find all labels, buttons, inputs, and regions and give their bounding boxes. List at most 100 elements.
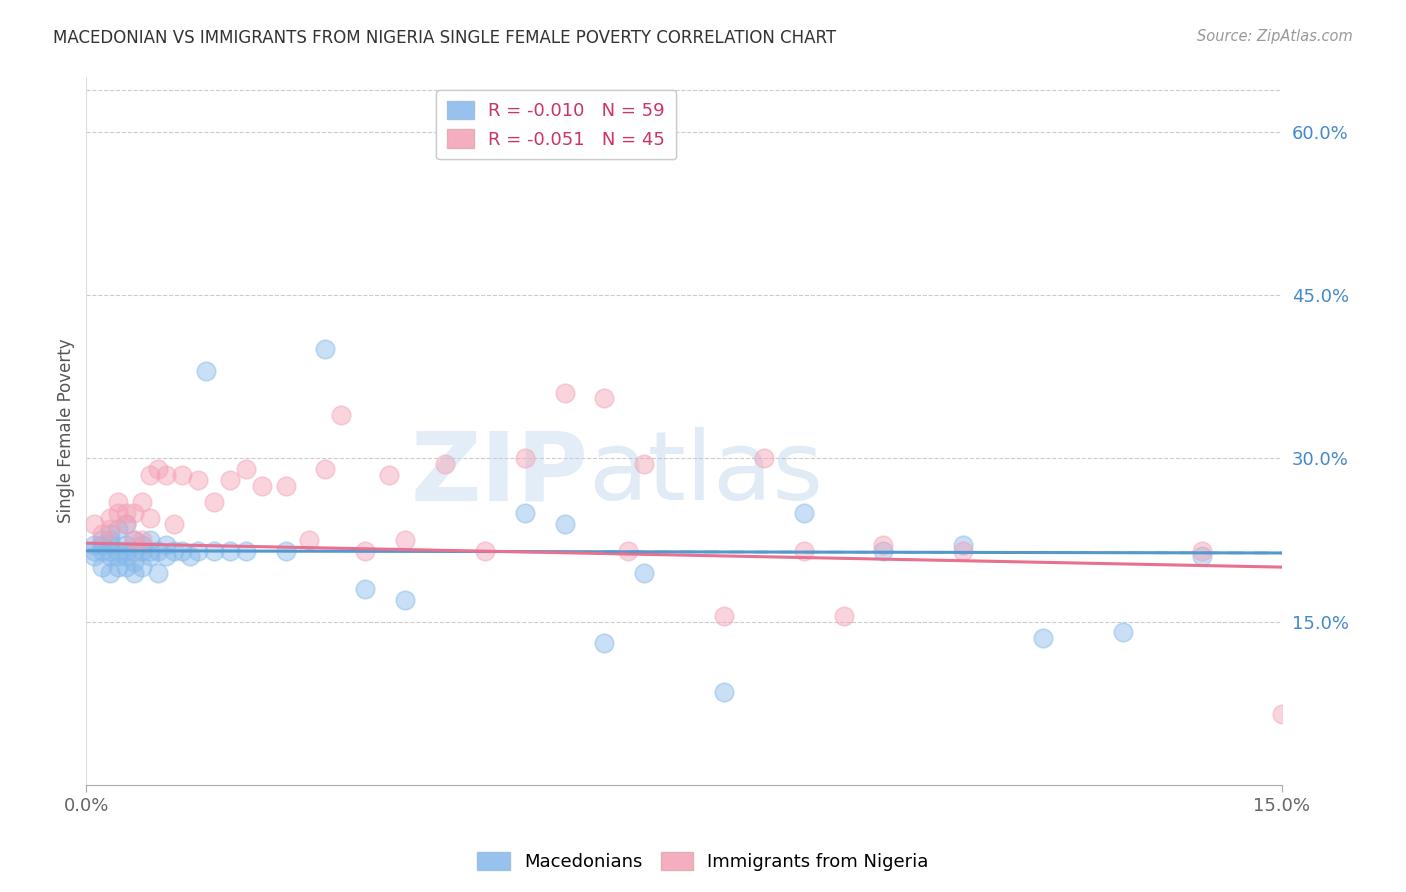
Point <box>187 543 209 558</box>
Point <box>98 522 121 536</box>
Point <box>554 516 576 531</box>
Point <box>218 473 240 487</box>
Point <box>163 543 186 558</box>
Text: ZIP: ZIP <box>411 427 589 520</box>
Point <box>163 516 186 531</box>
Point <box>115 516 138 531</box>
Point <box>513 506 536 520</box>
Text: Source: ZipAtlas.com: Source: ZipAtlas.com <box>1197 29 1353 44</box>
Point <box>131 533 153 547</box>
Point <box>91 533 114 547</box>
Point <box>122 555 145 569</box>
Point <box>98 566 121 580</box>
Point <box>187 473 209 487</box>
Point <box>115 538 138 552</box>
Point <box>122 506 145 520</box>
Point <box>394 592 416 607</box>
Point <box>793 543 815 558</box>
Point <box>115 560 138 574</box>
Point <box>115 549 138 564</box>
Point <box>83 549 105 564</box>
Point <box>91 543 114 558</box>
Y-axis label: Single Female Poverty: Single Female Poverty <box>58 339 75 524</box>
Point <box>83 543 105 558</box>
Point <box>91 538 114 552</box>
Point <box>202 543 225 558</box>
Legend: R = -0.010   N = 59, R = -0.051   N = 45: R = -0.010 N = 59, R = -0.051 N = 45 <box>436 90 676 160</box>
Point <box>354 582 377 596</box>
Point <box>593 636 616 650</box>
Point <box>314 462 336 476</box>
Point <box>1271 706 1294 721</box>
Point <box>122 543 145 558</box>
Point <box>122 533 145 547</box>
Point <box>139 549 162 564</box>
Point <box>131 538 153 552</box>
Point <box>155 538 177 552</box>
Point <box>83 516 105 531</box>
Point <box>218 543 240 558</box>
Point <box>91 527 114 541</box>
Point <box>194 364 217 378</box>
Point <box>139 467 162 482</box>
Point <box>107 506 129 520</box>
Point <box>713 685 735 699</box>
Text: MACEDONIAN VS IMMIGRANTS FROM NIGERIA SINGLE FEMALE POVERTY CORRELATION CHART: MACEDONIAN VS IMMIGRANTS FROM NIGERIA SI… <box>53 29 837 46</box>
Point <box>107 549 129 564</box>
Point <box>202 495 225 509</box>
Point <box>170 467 193 482</box>
Point <box>554 386 576 401</box>
Point <box>115 506 138 520</box>
Point <box>330 408 353 422</box>
Point <box>298 533 321 547</box>
Point <box>146 462 169 476</box>
Point <box>274 478 297 492</box>
Point <box>115 543 138 558</box>
Point <box>633 566 655 580</box>
Point <box>131 543 153 558</box>
Point <box>98 543 121 558</box>
Point <box>952 543 974 558</box>
Point <box>1191 549 1213 564</box>
Point <box>872 543 894 558</box>
Point <box>98 527 121 541</box>
Point <box>314 343 336 357</box>
Point <box>139 543 162 558</box>
Point <box>170 543 193 558</box>
Point <box>139 533 162 547</box>
Point <box>1111 625 1133 640</box>
Point <box>107 560 129 574</box>
Point <box>513 451 536 466</box>
Point <box>593 392 616 406</box>
Text: atlas: atlas <box>589 427 824 520</box>
Point <box>139 511 162 525</box>
Point <box>378 467 401 482</box>
Point <box>1032 631 1054 645</box>
Point <box>235 543 257 558</box>
Point <box>155 549 177 564</box>
Point <box>146 543 169 558</box>
Point <box>98 511 121 525</box>
Point <box>713 609 735 624</box>
Point <box>83 538 105 552</box>
Point <box>179 549 201 564</box>
Point <box>394 533 416 547</box>
Point <box>131 560 153 574</box>
Point <box>122 566 145 580</box>
Point <box>107 522 129 536</box>
Point <box>250 478 273 492</box>
Point <box>146 566 169 580</box>
Point <box>122 533 145 547</box>
Point <box>98 533 121 547</box>
Point <box>107 543 129 558</box>
Point <box>633 457 655 471</box>
Point <box>872 538 894 552</box>
Point <box>752 451 775 466</box>
Point <box>952 538 974 552</box>
Point <box>793 506 815 520</box>
Legend: Macedonians, Immigrants from Nigeria: Macedonians, Immigrants from Nigeria <box>470 845 936 879</box>
Point <box>155 467 177 482</box>
Point <box>98 538 121 552</box>
Point <box>617 543 640 558</box>
Point <box>91 560 114 574</box>
